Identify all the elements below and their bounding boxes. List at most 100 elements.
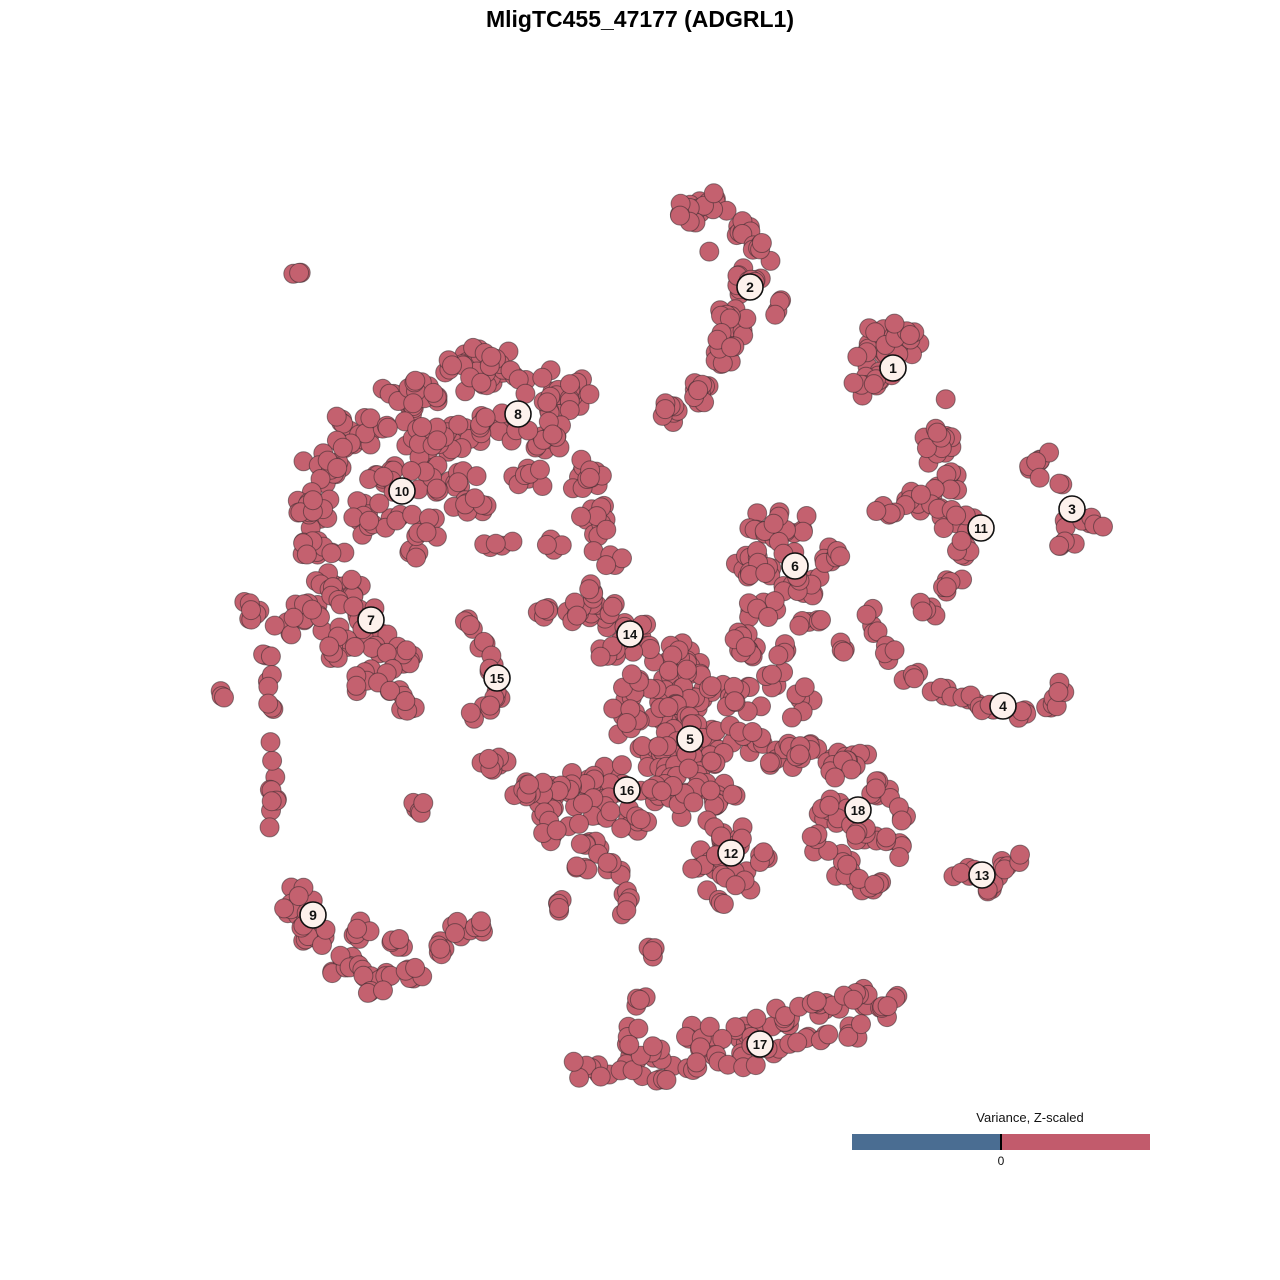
data-point [241, 600, 261, 621]
data-point [288, 886, 309, 907]
data-point [933, 518, 954, 539]
cluster-label-text: 16 [620, 783, 634, 798]
data-point [347, 918, 368, 939]
data-point [600, 801, 621, 822]
legend: Variance, Z-scaled 0 [852, 1110, 1160, 1180]
data-point [261, 791, 282, 812]
legend-zero-tick [1000, 1134, 1002, 1150]
data-point [1093, 516, 1113, 537]
data-point [478, 748, 499, 769]
cluster-label-badge [736, 273, 764, 301]
data-point [745, 1055, 766, 1076]
data-point [818, 1024, 839, 1045]
data-point [401, 461, 422, 481]
data-point [910, 484, 931, 505]
data-point [405, 957, 426, 978]
data-point [459, 615, 480, 636]
data-point [725, 875, 746, 896]
data-point [837, 854, 858, 875]
cluster-label-text: 2 [746, 279, 754, 295]
cluster-label-badge [616, 620, 644, 648]
cluster-label-badge [299, 901, 327, 929]
data-point [412, 417, 432, 437]
data-point [480, 695, 500, 716]
data-point [430, 938, 451, 959]
data-point [775, 1006, 796, 1027]
data-point [889, 847, 910, 868]
cluster-label-badge [613, 776, 641, 804]
cluster-label-13: 13 [968, 861, 996, 889]
cluster-label-text: 12 [724, 846, 738, 861]
data-point [806, 991, 827, 1011]
cluster-label-badge [781, 552, 809, 580]
data-point [722, 784, 743, 805]
data-point [572, 793, 593, 814]
data-point [475, 407, 496, 428]
cluster-label-badge [388, 477, 416, 505]
data-point [464, 488, 485, 509]
data-point [751, 233, 772, 253]
data-point [703, 183, 724, 204]
cluster-label-text: 1 [889, 360, 897, 376]
data-point [326, 406, 347, 427]
data-point [678, 758, 699, 779]
data-point [405, 370, 426, 391]
data-point [753, 842, 774, 863]
data-point [651, 781, 672, 802]
cluster-label-5: 5 [676, 725, 704, 753]
data-point [537, 392, 558, 413]
data-point [656, 1070, 677, 1090]
cluster-label-15: 15 [483, 664, 511, 692]
data-point [819, 795, 840, 816]
data-point [659, 660, 679, 681]
data-point [602, 596, 623, 617]
data-point [611, 755, 632, 776]
data-point [758, 607, 779, 627]
data-point [1049, 473, 1070, 494]
data-point [838, 1026, 859, 1047]
data-point [302, 599, 322, 620]
cluster-label-badge [676, 725, 704, 753]
data-point [725, 1017, 746, 1038]
data-point [759, 752, 780, 773]
cluster-label-3: 3 [1058, 495, 1086, 523]
data-point [912, 601, 933, 622]
cluster-label-text: 17 [753, 1037, 767, 1052]
cluster-label-text: 9 [309, 907, 317, 923]
data-point [403, 393, 424, 414]
data-point [621, 664, 642, 685]
data-point [596, 555, 617, 576]
data-point [542, 424, 563, 445]
data-point [629, 989, 650, 1010]
cluster-label-badge [967, 514, 995, 542]
data-point [563, 1051, 584, 1072]
data-point [597, 852, 618, 873]
data-point [532, 367, 553, 388]
data-point [373, 466, 394, 487]
data-point [866, 501, 887, 521]
cluster-label-2: 2 [736, 273, 764, 301]
data-point [1048, 682, 1069, 702]
cluster-label-text: 6 [791, 558, 799, 574]
data-point [445, 923, 465, 944]
data-point [519, 774, 539, 795]
data-point [927, 422, 948, 443]
data-point [845, 824, 866, 845]
data-point [768, 645, 789, 666]
data-point [341, 569, 362, 590]
data-point [369, 493, 390, 514]
data-point [346, 675, 367, 696]
data-point [642, 1036, 663, 1057]
data-point [682, 858, 703, 879]
data-point [485, 533, 506, 554]
data-point [904, 668, 925, 689]
data-point [851, 1014, 871, 1035]
data-point [373, 980, 393, 1001]
data-point [546, 820, 567, 841]
data-point [1010, 844, 1030, 865]
data-point [683, 792, 704, 813]
data-point [686, 1052, 707, 1073]
data-point [630, 809, 651, 830]
data-point [628, 1018, 649, 1039]
